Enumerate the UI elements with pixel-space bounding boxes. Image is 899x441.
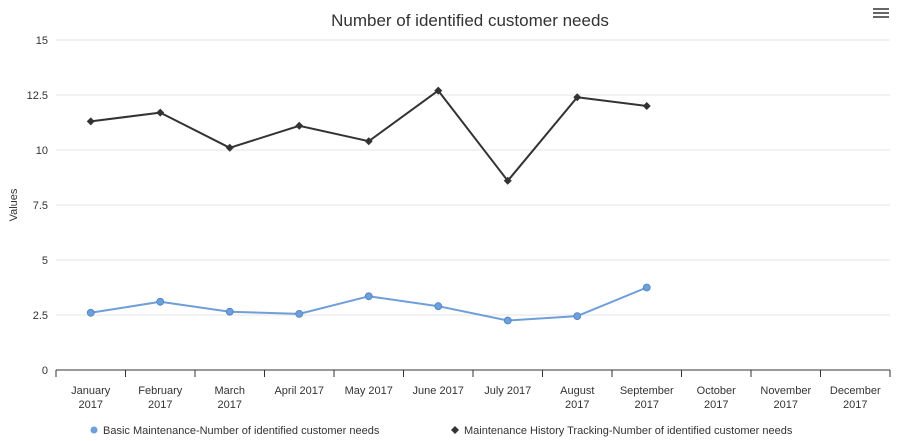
- y-tick-label: 12.5: [27, 90, 48, 102]
- data-point: [86, 117, 95, 126]
- y-axis-label: Values: [8, 188, 20, 221]
- x-tick-label: September 2017: [620, 385, 674, 411]
- hamburger-menu-icon[interactable]: [873, 6, 889, 20]
- y-tick-label: 5: [42, 255, 48, 267]
- data-point: [295, 121, 304, 130]
- data-point: [503, 176, 512, 185]
- data-point: [503, 316, 512, 325]
- chart-title: Number of identified customer needs: [331, 11, 609, 30]
- data-point: [434, 302, 443, 311]
- data-point: [573, 312, 582, 321]
- series-group: [86, 86, 651, 325]
- data-point: [573, 93, 582, 102]
- x-tick-label: April 2017: [274, 385, 324, 397]
- legend-item-2: Maintenance History Tracking-Number of i…: [451, 425, 793, 437]
- gridlines: [56, 39, 890, 316]
- data-point: [434, 86, 443, 95]
- legend-label: Maintenance History Tracking-Number of i…: [464, 425, 793, 437]
- x-tick-label: May 2017: [345, 385, 393, 397]
- y-tick-label: 0: [42, 365, 48, 377]
- data-point: [364, 292, 373, 301]
- legend-label: Basic Maintenance-Number of identified c…: [103, 425, 380, 437]
- data-point: [364, 137, 373, 146]
- data-point: [156, 108, 165, 117]
- data-point: [225, 307, 234, 316]
- series-line: [90, 89, 647, 182]
- data-point: [295, 309, 304, 318]
- data-point: [642, 283, 651, 292]
- x-tick-label: March 2017: [214, 385, 245, 411]
- legend-item-1: Basic Maintenance-Number of identified c…: [90, 425, 380, 437]
- y-tick-label: 15: [36, 35, 48, 47]
- legend-marker-diamond-icon: [451, 426, 459, 434]
- y-tick-label: 2.5: [33, 310, 48, 322]
- x-tick-label: July 2017: [484, 385, 531, 397]
- y-axis-ticks: 0 2.5 5 7.5 10 12.5 15: [27, 35, 48, 377]
- series-2: [86, 86, 651, 185]
- data-point: [225, 143, 234, 152]
- legend-marker-circle-icon: [90, 426, 98, 434]
- y-tick-label: 10: [36, 145, 48, 157]
- data-point: [156, 297, 165, 306]
- x-tick-label: February 2017: [138, 385, 183, 411]
- x-axis: January 2017 February 2017 March 2017 April 20…: [55, 369, 891, 411]
- legend: Basic Maintenance-Number of identified c…: [90, 425, 793, 437]
- x-tick-label: January 2017: [71, 385, 111, 411]
- x-tick-label: August 2017: [560, 385, 594, 411]
- x-tick-label: June 2017: [413, 385, 464, 397]
- series-1: [86, 283, 651, 325]
- y-tick-label: 7.5: [33, 200, 48, 212]
- x-tick-label: November 2017: [760, 385, 811, 411]
- data-point: [86, 308, 95, 317]
- x-tick-label: October 2017: [697, 385, 736, 411]
- x-tick-label: December 2017: [830, 385, 881, 411]
- data-point: [642, 102, 651, 110]
